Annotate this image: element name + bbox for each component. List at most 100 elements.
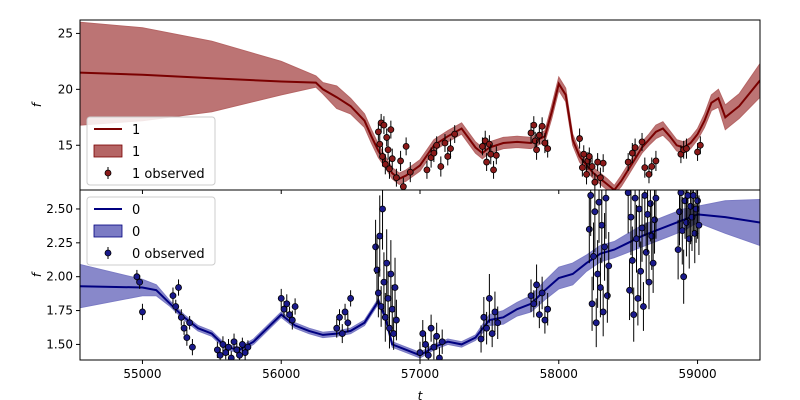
observed-point (599, 308, 607, 316)
observed-point (624, 190, 632, 197)
observed-point (391, 284, 399, 291)
observed-point (383, 259, 391, 267)
observed-point (626, 286, 633, 294)
observed-point (387, 270, 395, 278)
observed-point (483, 158, 491, 166)
observed-point (692, 205, 700, 213)
observed-point (216, 351, 224, 359)
legend-obs-label: 0 observed (132, 247, 205, 262)
observed-point (688, 213, 696, 221)
observed-point (646, 200, 654, 207)
observed-point (399, 183, 407, 190)
observed-point (631, 144, 639, 151)
observed-point (648, 232, 656, 240)
observed-point (436, 354, 443, 360)
observed-point (485, 140, 493, 148)
observed-point (594, 270, 602, 278)
x-tick-label: 57000 (401, 367, 439, 381)
observed-point (530, 300, 538, 308)
observed-point (587, 192, 595, 199)
observed-point (437, 163, 445, 170)
observed-point (219, 341, 227, 348)
observed-point (651, 216, 658, 224)
observed-point (387, 126, 395, 134)
observed-point (422, 341, 429, 348)
observed-point (648, 163, 656, 170)
observed-point (695, 221, 703, 229)
observed-point (175, 284, 182, 291)
legend-obs-swatch (104, 249, 112, 257)
observed-point (578, 164, 586, 172)
observed-point (492, 151, 500, 159)
x-tick-label: 58000 (540, 367, 578, 381)
observed-point (380, 121, 388, 129)
observed-point (645, 170, 653, 178)
observed-point (488, 330, 496, 337)
y-tick-label: 1.75 (46, 304, 73, 318)
observed-point (694, 148, 701, 156)
observed-point (585, 153, 593, 160)
observed-point (291, 303, 299, 310)
observed-point (236, 351, 243, 359)
observed-point (627, 213, 635, 221)
observed-point (697, 0, 703, 3)
observed-point (341, 308, 349, 316)
observed-point (601, 243, 608, 251)
observed-point (645, 278, 653, 286)
observed-point (494, 319, 502, 327)
observed-point (180, 324, 188, 332)
observed-point (628, 257, 636, 264)
y-tick-label: 2.00 (46, 270, 73, 284)
observed-point (676, 208, 683, 216)
y-tick-label: 15 (58, 138, 73, 152)
observed-point (485, 294, 493, 302)
observed-point (628, 149, 636, 157)
observed-point (641, 192, 649, 199)
top-panel-band-1: 15 20 25 f 1 1 1 observed (30, 19, 761, 194)
observed-point (590, 252, 597, 260)
observed-point (535, 131, 543, 139)
observed-point (530, 121, 538, 129)
observed-point (696, 141, 704, 149)
bottom-panel-band-0: 1.50 1.75 2.00 2.25 2.50 f 55000 56000 57000 5800… (30, 0, 761, 381)
observed-point (583, 170, 590, 178)
observed-point (544, 305, 552, 313)
observed-point (483, 324, 491, 332)
observed-point (373, 266, 381, 274)
observed-point (347, 294, 355, 302)
legend-obs-swatch (104, 169, 112, 177)
legend-band1: 1 1 1 observed (86, 116, 216, 186)
observed-point (684, 192, 692, 199)
observed-point (588, 300, 596, 308)
observed-point (538, 289, 546, 297)
observed-point (605, 262, 613, 270)
x-tick-label: 59000 (678, 367, 716, 381)
observed-point (136, 278, 144, 286)
observed-point (424, 351, 432, 359)
observed-point (381, 313, 389, 321)
observed-point (491, 308, 499, 316)
observed-point (634, 294, 642, 302)
observed-point (527, 292, 535, 300)
observed-point (694, 197, 701, 205)
observed-point (283, 300, 291, 308)
observed-point (230, 338, 238, 346)
observed-point (633, 235, 640, 243)
observed-point (393, 174, 400, 182)
observed-point (531, 137, 539, 145)
legend-band-swatch (93, 224, 123, 238)
observed-point (374, 289, 382, 297)
observed-point (433, 332, 441, 340)
observed-point (336, 313, 343, 321)
observed-point (451, 130, 459, 138)
observed-point (631, 194, 639, 202)
observed-point (433, 141, 441, 149)
observed-point (641, 164, 649, 172)
plot-area-band1 (80, 21, 760, 190)
observed-point (602, 194, 610, 202)
observed-point (644, 210, 651, 218)
y-axis-label-band1: f (30, 101, 44, 107)
legend-box (86, 196, 216, 266)
observed-point (580, 150, 588, 158)
y-tick-label: 20 (58, 82, 73, 96)
